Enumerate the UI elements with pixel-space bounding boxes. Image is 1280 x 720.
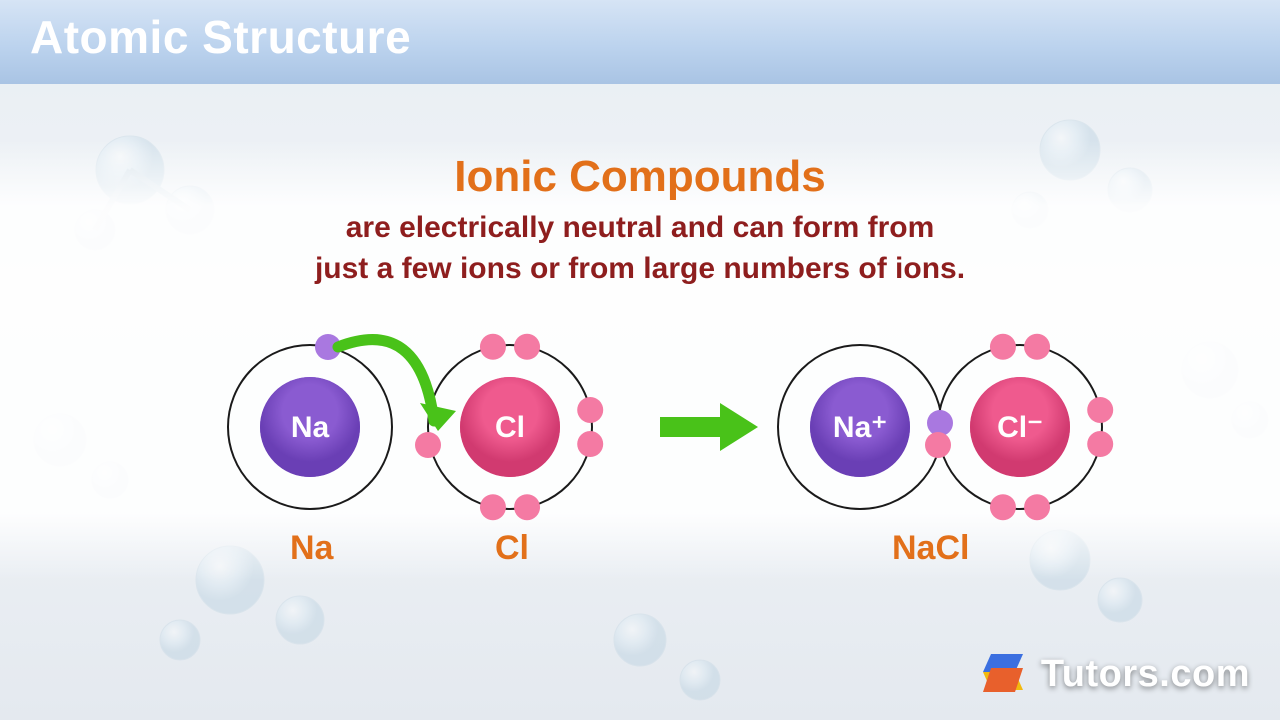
label-cl: Cl <box>495 529 529 568</box>
logo-icon <box>977 648 1029 700</box>
content-title: Ionic Compounds <box>0 152 1280 202</box>
subtitle-line2: just a few ions or from large numbers of… <box>315 252 965 285</box>
svg-text:Na: Na <box>291 411 330 444</box>
ionic-diagram: NaClNa⁺Cl⁻ Na Cl NaCl <box>0 297 1280 597</box>
content-panel: Ionic Compounds are electrically neutral… <box>0 140 1280 580</box>
label-na: Na <box>290 529 333 568</box>
content-subtitle: are electrically neutral and can form fr… <box>0 208 1280 289</box>
header-band: Atomic Structure <box>0 0 1280 84</box>
brand-logo: Tutors.com <box>977 648 1250 700</box>
label-nacl: NaCl <box>892 529 969 568</box>
subtitle-line1: are electrically neutral and can form fr… <box>346 211 935 244</box>
svg-text:Cl⁻: Cl⁻ <box>997 411 1043 444</box>
logo-text: Tutors.com <box>1041 653 1250 696</box>
svg-text:Na⁺: Na⁺ <box>833 411 887 444</box>
svg-text:Cl: Cl <box>495 411 525 444</box>
page-header-title: Atomic Structure <box>30 10 1280 64</box>
